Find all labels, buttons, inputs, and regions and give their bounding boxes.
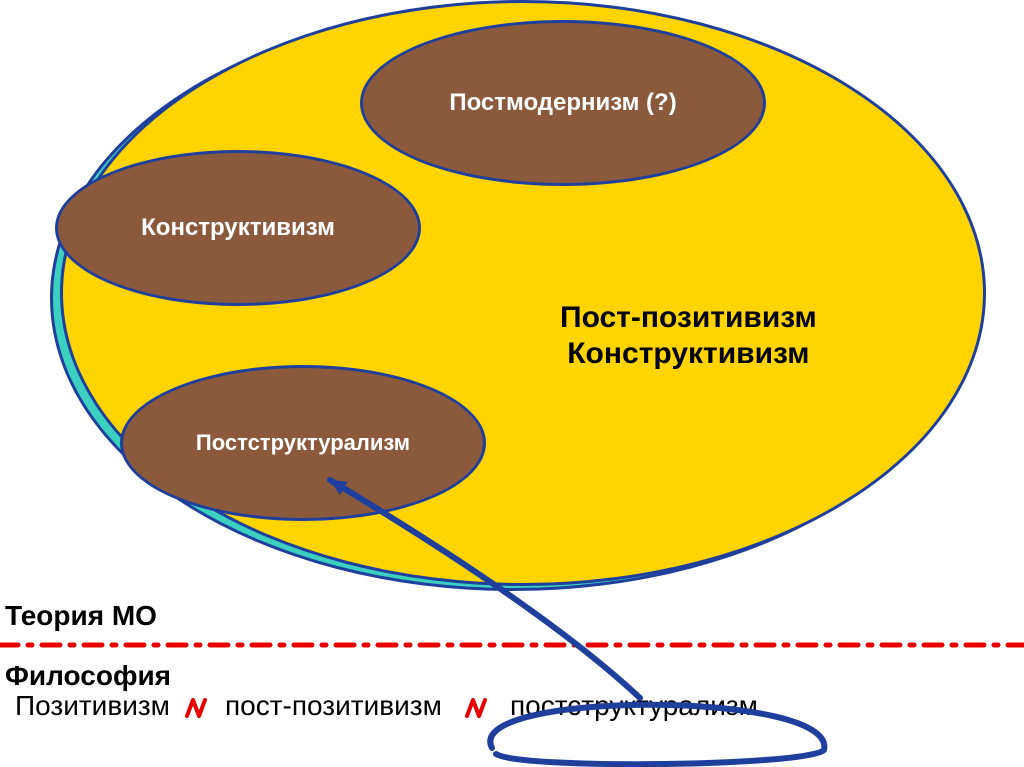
node-postmodernism: Постмодернизм (?)	[360, 20, 766, 186]
node-postmodernism-label: Постмодернизм (?)	[449, 89, 676, 117]
section-label-upper: Теория МО	[5, 600, 157, 632]
node-constructivism-label: Конструктивизм	[141, 214, 335, 242]
section-label-lower: Философия	[5, 660, 171, 692]
sequence-word: пост-позитивизм	[225, 690, 442, 722]
node-constructivism: Конструктивизм	[55, 150, 421, 306]
bottom-sequence: Позитивизм пост-позитивизм постструктурали…	[0, 690, 1024, 728]
sequence-word: постструктурализм	[510, 690, 758, 722]
outer-ellipse-label: Пост-позитивизм Конструктивизм	[560, 300, 817, 372]
outer-ellipse-label-line1: Пост-позитивизм	[560, 301, 817, 334]
outer-ellipse-label-line2: Конструктивизм	[567, 337, 809, 370]
node-poststructuralism-label: Постструктурализм	[196, 430, 410, 456]
diagram-stage: Постмодернизм (?) Конструктивизм Постстр…	[0, 0, 1024, 767]
node-poststructuralism: Постструктурализм	[120, 365, 486, 521]
sequence-word: Позитивизм	[15, 690, 170, 722]
